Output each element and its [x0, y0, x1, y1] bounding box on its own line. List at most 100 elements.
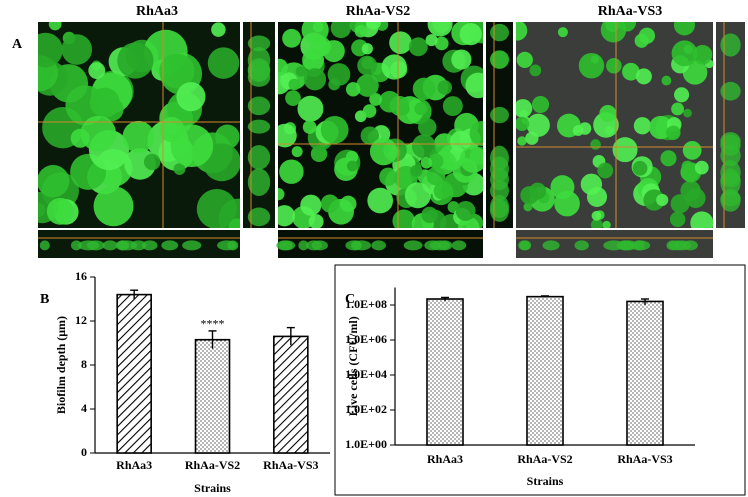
cell — [403, 240, 423, 251]
cell — [247, 168, 271, 197]
cell — [518, 240, 530, 251]
cell — [46, 197, 74, 225]
cell — [490, 106, 509, 124]
cell — [361, 43, 373, 55]
cell — [451, 240, 467, 251]
cell — [247, 60, 271, 82]
cell — [526, 113, 550, 137]
cell — [434, 36, 449, 51]
cell — [345, 150, 359, 163]
cell — [635, 68, 652, 85]
cell — [303, 68, 327, 91]
cell — [302, 49, 325, 71]
cell — [182, 240, 202, 251]
cell — [161, 240, 179, 251]
cell — [38, 165, 70, 198]
cell — [683, 108, 692, 118]
cell — [694, 160, 709, 175]
cell — [414, 102, 428, 116]
cell — [278, 205, 296, 227]
cell — [367, 187, 394, 214]
cell — [632, 160, 648, 176]
y-tick-label: 1.0E+06 — [345, 332, 387, 346]
y-tick-label: 1.0E+02 — [345, 402, 387, 416]
cell — [80, 115, 117, 152]
cell — [371, 240, 386, 251]
cell — [311, 240, 328, 251]
cell — [720, 160, 741, 186]
y-tick-label: 12 — [75, 313, 87, 327]
y-axis-label: Live cells (CFU/ml) — [346, 316, 360, 416]
panel-label: A — [12, 37, 23, 52]
cell — [247, 119, 271, 134]
cell — [93, 186, 134, 227]
microscopy-panel — [38, 22, 745, 258]
cell — [392, 209, 416, 228]
cell — [523, 202, 533, 212]
cell — [295, 66, 307, 77]
cell — [720, 190, 741, 207]
cell — [490, 199, 509, 222]
cell — [421, 206, 438, 224]
x-tick-label: RhAa-VS2 — [185, 458, 240, 472]
cell — [516, 22, 528, 41]
cell — [465, 72, 483, 99]
cell — [356, 74, 379, 97]
cell — [720, 132, 741, 151]
cell — [420, 156, 433, 169]
cell — [720, 81, 741, 101]
cell — [602, 220, 611, 228]
cell — [572, 125, 584, 136]
cell — [459, 146, 483, 173]
cell — [578, 52, 605, 79]
cell — [490, 50, 509, 69]
cell — [117, 42, 154, 79]
cell — [428, 153, 444, 169]
panel-label: C — [345, 292, 355, 307]
cell — [580, 173, 603, 195]
cell — [408, 37, 428, 57]
x-tick-label: RhAa3 — [427, 452, 463, 466]
cell — [362, 104, 377, 118]
cell — [490, 23, 509, 42]
cell — [412, 77, 436, 101]
cell — [531, 95, 550, 114]
x-tick-label: RhAa3 — [116, 458, 152, 472]
cell — [278, 188, 285, 201]
cell — [369, 137, 398, 166]
bar — [194, 338, 231, 454]
cell — [65, 85, 106, 126]
cell — [673, 22, 695, 36]
cell — [217, 240, 237, 251]
cell — [379, 167, 398, 186]
cell — [671, 40, 698, 67]
cell — [692, 44, 713, 65]
cell — [411, 134, 436, 159]
cell — [660, 150, 677, 167]
cell — [159, 53, 195, 89]
cell — [425, 34, 438, 47]
cell — [176, 82, 206, 112]
x-tick-label: RhAa-VS3 — [617, 452, 672, 466]
cell — [517, 136, 527, 146]
bar — [426, 298, 464, 446]
cell — [590, 139, 601, 150]
cell — [38, 32, 63, 68]
cell — [418, 118, 437, 137]
x-axis-label: Strains — [194, 481, 231, 495]
cell — [459, 23, 482, 46]
cell — [469, 120, 483, 147]
cell — [247, 145, 271, 170]
cell — [404, 182, 431, 209]
cell — [451, 49, 472, 70]
cell — [282, 28, 302, 48]
cell — [302, 120, 317, 134]
cell — [288, 78, 301, 91]
cell — [285, 90, 301, 106]
cell — [389, 31, 412, 54]
cell — [300, 194, 322, 216]
cell — [354, 25, 368, 38]
cell — [442, 96, 463, 116]
cell — [247, 96, 271, 116]
